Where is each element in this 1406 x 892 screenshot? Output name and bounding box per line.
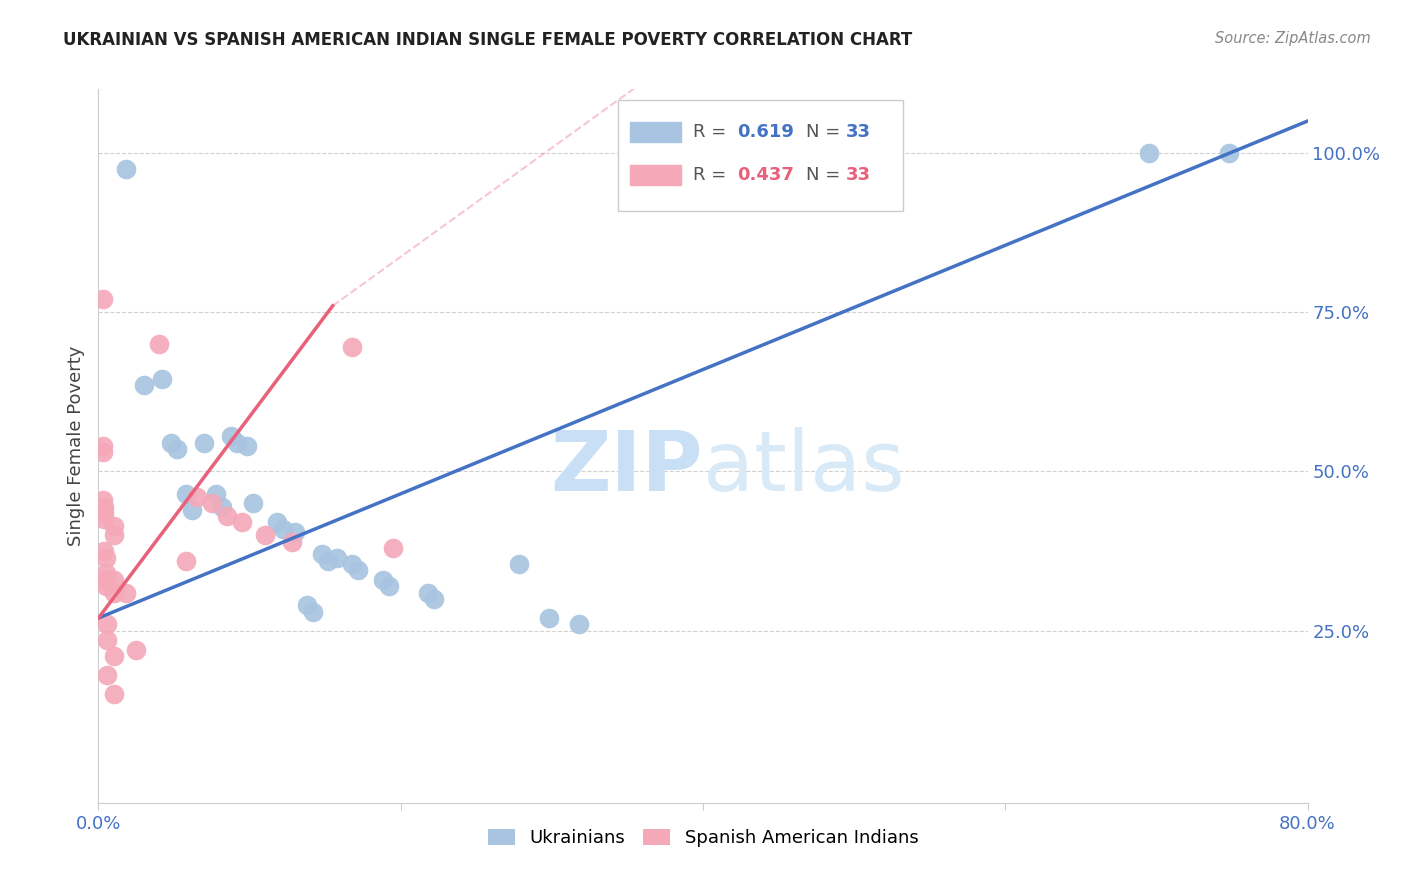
Point: [423, 591, 446, 606]
Point: [91, 439, 114, 453]
Text: 33: 33: [845, 123, 870, 141]
Point: [125, 643, 148, 657]
Point: [1218, 145, 1240, 160]
Text: R =: R =: [693, 123, 733, 141]
Point: [103, 649, 125, 664]
Point: [242, 496, 264, 510]
Point: [537, 611, 560, 625]
Point: [295, 599, 318, 613]
Point: [235, 439, 257, 453]
Point: [205, 487, 228, 501]
Legend: Ukrainians, Spanish American Indians: Ukrainians, Spanish American Indians: [481, 822, 925, 855]
Point: [201, 496, 224, 510]
Point: [508, 557, 530, 571]
Point: [103, 573, 125, 587]
Point: [311, 547, 333, 561]
Point: [93, 506, 115, 520]
Bar: [630, 165, 682, 185]
Point: [132, 378, 155, 392]
Point: [215, 509, 238, 524]
Point: [326, 550, 349, 565]
Point: [342, 557, 364, 571]
Point: [94, 573, 117, 587]
Point: [1137, 145, 1160, 160]
Text: Source: ZipAtlas.com: Source: ZipAtlas.com: [1215, 31, 1371, 46]
Bar: [630, 122, 682, 142]
Point: [181, 502, 204, 516]
Point: [231, 516, 253, 530]
Point: [94, 550, 117, 565]
FancyBboxPatch shape: [619, 100, 903, 211]
Point: [91, 293, 114, 307]
Point: [302, 605, 325, 619]
Text: UKRAINIAN VS SPANISH AMERICAN INDIAN SINGLE FEMALE POVERTY CORRELATION CHART: UKRAINIAN VS SPANISH AMERICAN INDIAN SIN…: [63, 31, 912, 49]
Text: ZIP: ZIP: [551, 427, 703, 508]
Point: [96, 668, 118, 682]
Point: [284, 524, 307, 539]
Point: [94, 579, 117, 593]
Point: [266, 516, 288, 530]
Point: [316, 554, 339, 568]
Point: [103, 585, 125, 599]
Point: [166, 442, 188, 457]
Point: [93, 544, 115, 558]
Point: [568, 617, 591, 632]
Point: [377, 579, 399, 593]
Point: [103, 528, 125, 542]
Text: R =: R =: [693, 166, 733, 184]
Point: [342, 340, 364, 354]
Text: atlas: atlas: [703, 427, 904, 508]
Point: [93, 500, 115, 514]
Text: N =: N =: [806, 166, 846, 184]
Point: [114, 161, 136, 176]
Point: [416, 585, 439, 599]
Point: [281, 534, 304, 549]
Point: [371, 573, 394, 587]
Point: [96, 633, 118, 648]
Point: [347, 563, 370, 577]
Point: [226, 435, 249, 450]
Point: [174, 487, 197, 501]
Text: 0.437: 0.437: [737, 166, 794, 184]
Y-axis label: Single Female Poverty: Single Female Poverty: [66, 346, 84, 546]
Point: [148, 337, 170, 351]
Point: [221, 429, 243, 443]
Text: N =: N =: [806, 123, 846, 141]
Point: [91, 493, 114, 508]
Point: [103, 518, 125, 533]
Point: [193, 435, 215, 450]
Point: [174, 554, 197, 568]
Text: 0.619: 0.619: [737, 123, 794, 141]
Point: [160, 435, 183, 450]
Point: [186, 490, 208, 504]
Point: [271, 522, 294, 536]
Point: [96, 617, 118, 632]
Point: [91, 445, 114, 459]
Point: [93, 512, 115, 526]
Point: [253, 528, 276, 542]
Point: [94, 566, 117, 581]
Point: [211, 500, 233, 514]
Point: [150, 372, 173, 386]
Point: [103, 688, 125, 702]
Point: [114, 585, 136, 599]
Text: 33: 33: [845, 166, 870, 184]
Point: [382, 541, 405, 555]
